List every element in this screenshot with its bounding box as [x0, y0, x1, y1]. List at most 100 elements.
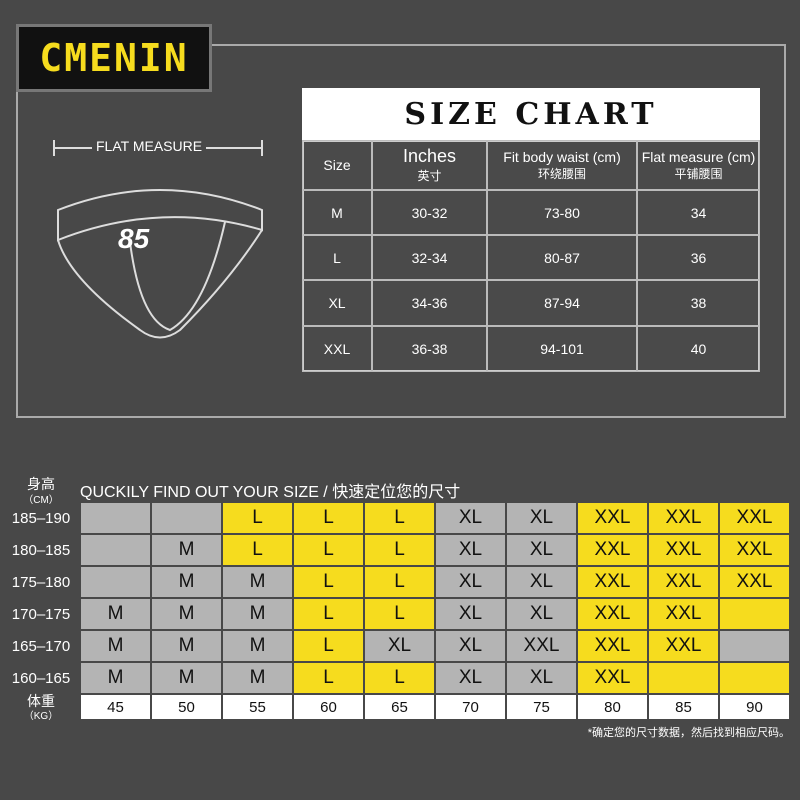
header-text: Inches — [402, 146, 457, 166]
table-cell: 87-94 — [487, 280, 637, 326]
table-cell: 80-87 — [487, 235, 637, 280]
header-text: Fit body waist (cm) — [503, 148, 621, 165]
size-cell: XXL — [648, 566, 719, 598]
size-cell: XXL — [577, 662, 648, 694]
flat-measure: FLAT MEASURE — [92, 138, 207, 154]
size-cell: XL — [506, 598, 577, 630]
badge: 85 — [118, 223, 150, 254]
table-cell: 32-34 — [372, 235, 487, 280]
size-cell: M — [151, 662, 222, 694]
weight-cell: 80 — [577, 694, 648, 720]
size-cell: XL — [435, 566, 506, 598]
size-cell: L — [293, 630, 364, 662]
table-cell: 73-80 — [487, 190, 637, 235]
size-cell — [719, 630, 790, 662]
size-cell: L — [364, 662, 435, 694]
size-cell: XXL — [506, 630, 577, 662]
height-cell: 175–180 — [11, 573, 71, 591]
table-cell: L — [302, 235, 372, 280]
weight-cell: 60 — [293, 694, 364, 720]
size-cell: XXL — [719, 534, 790, 566]
note: *确定您的尺寸数据，然后找到相应尺码。 — [587, 727, 790, 739]
header-text: 环绕腰围 — [537, 166, 586, 181]
size-cell: XL — [506, 566, 577, 598]
size-cell — [719, 662, 790, 694]
size-cell: XL — [435, 502, 506, 534]
table-cell: M — [302, 190, 372, 235]
table-cell: XXL — [302, 326, 372, 372]
table-cell: 94-101 — [487, 326, 637, 372]
size-cell: XXL — [648, 534, 719, 566]
size-cell: XL — [506, 502, 577, 534]
header-cell: Fit body waist (cm) 环绕腰围 — [487, 140, 637, 190]
weight-cell: 65 — [364, 694, 435, 720]
size-cell: L — [293, 502, 364, 534]
size-cell: XXL — [577, 534, 648, 566]
size-cell — [80, 502, 151, 534]
size-cell: XXL — [719, 566, 790, 598]
size-cell: M — [151, 534, 222, 566]
table-cell: XL — [302, 280, 372, 326]
size-cell: L — [293, 566, 364, 598]
size-cell: XL — [435, 534, 506, 566]
size-cell — [80, 534, 151, 566]
size-cell: M — [80, 662, 151, 694]
height-cell: 170–175 — [11, 605, 71, 623]
frame-line — [784, 44, 786, 418]
height-cell: 165–170 — [11, 637, 71, 655]
size-cell: L — [222, 534, 293, 566]
size-cell: XXL — [648, 502, 719, 534]
size-cell: L — [364, 566, 435, 598]
size-cell: XL — [435, 630, 506, 662]
size-cell: XL — [506, 534, 577, 566]
table-cell: 38 — [637, 280, 760, 326]
size-cell: M — [222, 662, 293, 694]
size-cell: XXL — [577, 502, 648, 534]
size-cell: M — [222, 598, 293, 630]
weight-cell: 55 — [222, 694, 293, 720]
height-cell: 185–190 — [11, 509, 71, 527]
size-cell — [648, 662, 719, 694]
size-cell: M — [151, 630, 222, 662]
table-cell: 34 — [637, 190, 760, 235]
size-cell: XXL — [719, 502, 790, 534]
header-text: 平铺腰围 — [674, 166, 723, 181]
frame-line — [16, 92, 18, 418]
height-cell: 180–185 — [11, 541, 71, 559]
illustration: 85 — [53, 140, 263, 339]
size-cell: XL — [506, 662, 577, 694]
size-cell: XXL — [648, 630, 719, 662]
size-cell: L — [364, 598, 435, 630]
size-cell: M — [222, 630, 293, 662]
weight-cell: 45 — [80, 694, 151, 720]
size-cell: M — [151, 598, 222, 630]
size-cell: M — [80, 630, 151, 662]
size-cell: L — [293, 598, 364, 630]
header-cell: Size — [302, 140, 372, 190]
size-cell — [151, 502, 222, 534]
weight-cell: 70 — [435, 694, 506, 720]
size-cell: M — [80, 598, 151, 630]
weight-unit: （KG） — [23, 710, 59, 722]
finder-title: QUCKILY FIND OUT YOUR SIZE / 快速定位您的尺寸 — [80, 484, 461, 501]
header-text: Size — [323, 157, 351, 173]
height-unit: （CM） — [23, 495, 59, 506]
weight-cell: 85 — [648, 694, 719, 720]
size-cell: XL — [435, 662, 506, 694]
size-cell: L — [364, 534, 435, 566]
size-cell: M — [151, 566, 222, 598]
size-cell: L — [364, 502, 435, 534]
frame-line — [16, 416, 786, 418]
size-cell: XXL — [577, 566, 648, 598]
weight-cell: 75 — [506, 694, 577, 720]
size-cell: XL — [364, 630, 435, 662]
height-label: 身高 — [27, 476, 55, 492]
size-cell: XL — [435, 598, 506, 630]
header-cell: Flat measure (cm) 平铺腰围 — [637, 140, 760, 190]
weight-cell: 50 — [151, 694, 222, 720]
header-text: 英寸 — [417, 169, 442, 183]
chart-title: SIZE CHART — [302, 88, 760, 140]
table-cell: 34-36 — [372, 280, 487, 326]
table-cell: 30-32 — [372, 190, 487, 235]
